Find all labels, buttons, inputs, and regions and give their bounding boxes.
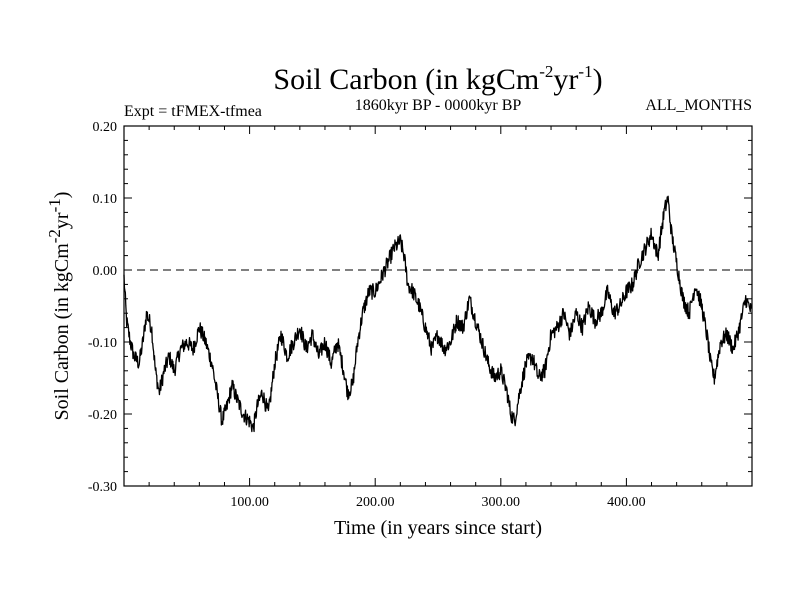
x-tick-label: 300.00	[482, 495, 521, 510]
plot-frame	[123, 125, 753, 487]
y-tick-label: -0.10	[88, 336, 117, 351]
y-axis-label-mid: yr	[51, 212, 73, 229]
y-tick-label: -0.30	[88, 480, 117, 495]
y-axis-label: Soil Carbon (in kgCm-2yr-1)	[45, 192, 73, 421]
x-tick-label: 100.00	[230, 495, 269, 510]
chart-title-exp1: -2	[539, 62, 553, 81]
chart-title-base: Soil Carbon (in kgCm	[273, 63, 539, 96]
period-label: 1860kyr BP - 0000kyr BP	[355, 97, 522, 114]
y-tick-label: -0.20	[88, 408, 117, 423]
experiment-label: Expt = tFMEX-tfmea	[124, 103, 262, 120]
y-tick-label: 0.10	[93, 192, 118, 207]
x-tick-label: 200.00	[356, 495, 395, 510]
y-tick-label: 0.20	[93, 120, 118, 135]
chart-title: Soil Carbon (in kgCm-2yr-1)	[273, 62, 602, 96]
y-axis-label-exp1: -2	[45, 229, 64, 243]
y-axis-label-base: Soil Carbon (in kgCm	[51, 243, 73, 421]
x-axis-label: Time (in years since start)	[334, 517, 542, 539]
soil-carbon-series-line	[123, 195, 753, 433]
chart-title-close: )	[593, 63, 603, 96]
chart-title-exp2: -1	[578, 62, 592, 81]
y-axis-ticks: 0.20 0.10 0.00 -0.10 -0.20 -0.30	[88, 120, 752, 495]
months-label: ALL_MONTHS	[645, 97, 752, 114]
y-axis-label-exp2: -1	[45, 198, 64, 212]
x-axis-ticks: 100.00 200.00 300.00 400.00	[148, 126, 728, 510]
x-tick-label: 400.00	[607, 495, 646, 510]
y-tick-label: 0.00	[93, 264, 118, 279]
y-axis-label-close: )	[51, 192, 73, 199]
chart-title-mid: yr	[553, 63, 578, 96]
